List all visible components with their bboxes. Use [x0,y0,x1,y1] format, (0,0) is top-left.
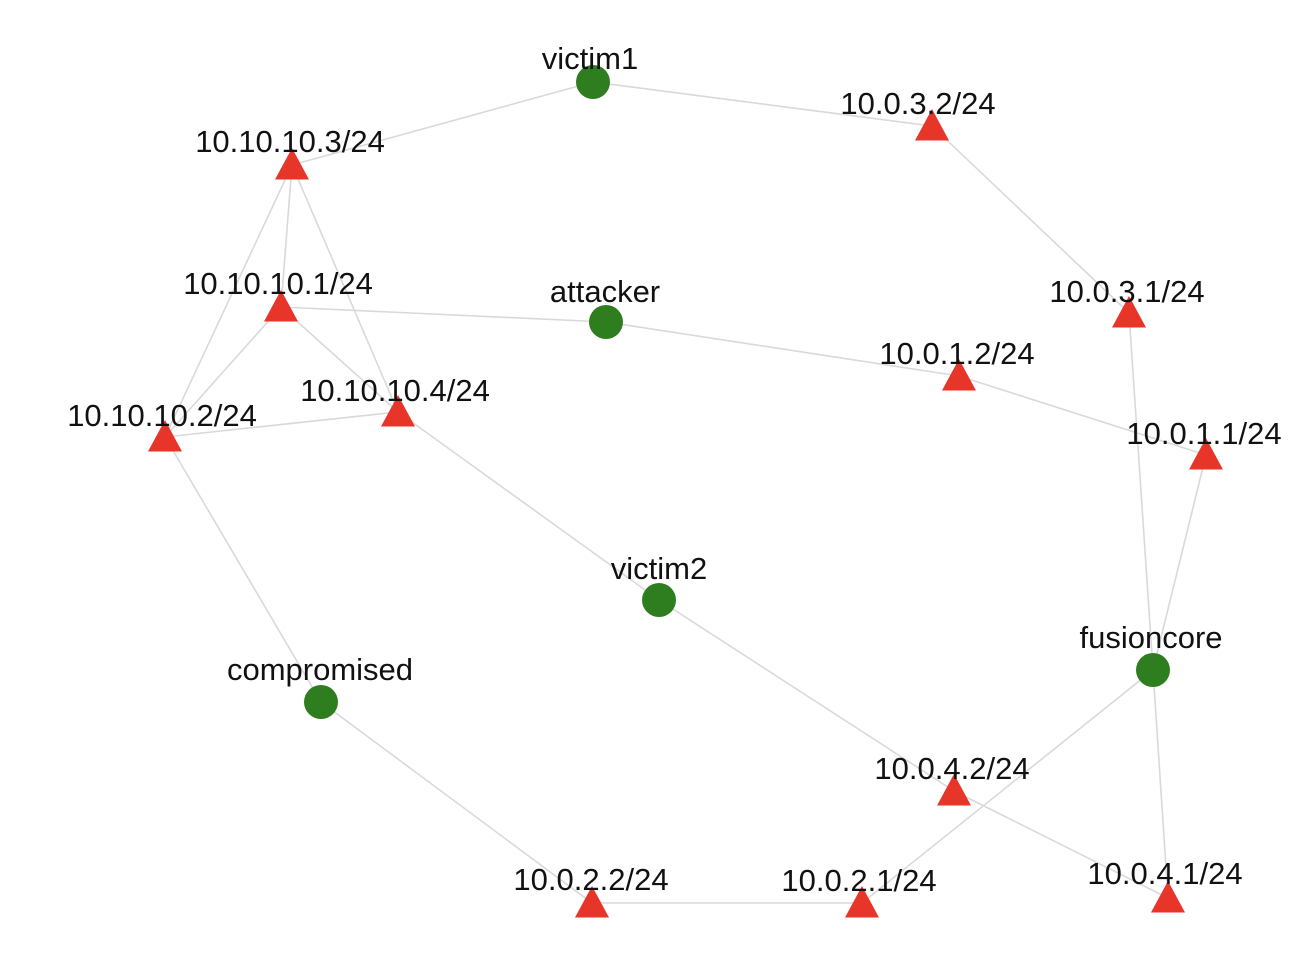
edge-n10_0_1_2-n10_0_1_1 [958,375,1207,456]
edge-compromised-n10_0_2_2 [320,701,593,904]
edge-n10_0_3_2-n10_0_3_1 [931,125,1130,314]
circle-node-icon[interactable] [642,583,676,617]
node-label: 10.0.4.1/24 [1087,856,1242,891]
node-label: 10.0.2.2/24 [513,862,668,897]
node-label: 10.10.10.4/24 [300,373,490,408]
edge-n10_0_3_1-fusioncore [1128,312,1154,671]
edge-n10_10_10_1-attacker [280,306,607,323]
triangle-node-icon[interactable] [275,148,309,180]
edge-n10_10_10_4-victim2 [397,411,660,601]
edge-victim2-n10_0_4_2 [658,599,955,792]
node-label: 10.10.10.2/24 [67,398,257,433]
circle-node-icon[interactable] [589,305,623,339]
node-label: 10.0.3.2/24 [840,86,995,121]
triangle-node-icon[interactable] [1151,881,1185,913]
edge-n10_10_10_1-n10_10_10_2 [164,306,282,438]
node-label: 10.10.10.3/24 [195,124,385,159]
circle-node-icon[interactable] [304,685,338,719]
circle-node-icon[interactable] [576,65,610,99]
node-label: 10.0.1.1/24 [1126,416,1281,451]
edge-n10_10_10_3-n10_10_10_2 [164,164,293,438]
triangle-node-icon[interactable] [1189,438,1223,470]
triangle-node-icon[interactable] [148,420,182,452]
node-label: 10.10.10.1/24 [183,266,373,301]
edge-n10_10_10_2-n10_10_10_4 [164,411,399,438]
edge-n10_0_4_1-fusioncore [1152,669,1169,899]
edge-victim1-n10_0_3_2 [592,81,933,127]
edge-n10_0_4_2-n10_0_4_1 [953,790,1169,899]
triangle-node-icon[interactable] [264,290,298,322]
node-label: attacker [550,274,660,309]
edge-n10_10_10_2-compromised [164,436,322,703]
edge-n10_0_1_1-fusioncore [1152,454,1207,671]
edge-n10_10_10_3-n10_10_10_4 [291,164,399,413]
node-label: 10.0.4.2/24 [874,751,1029,786]
node-label: fusioncore [1079,620,1222,655]
node-label: 10.0.2.1/24 [781,863,936,898]
triangle-node-icon[interactable] [1112,296,1146,328]
triangle-node-icon[interactable] [937,774,971,806]
node-label: 10.0.3.1/24 [1049,274,1204,309]
triangle-node-icon[interactable] [575,886,609,918]
triangle-node-icon[interactable] [915,109,949,141]
graph-labels: victim1 attacker victim2 compromised fusionc… [67,41,1281,898]
node-label: compromised [227,652,413,687]
circle-node-icon[interactable] [1136,653,1170,687]
graph-nodes [148,65,1223,918]
node-label: victim2 [611,551,707,586]
triangle-node-icon[interactable] [845,886,879,918]
edge-n10_10_10_1-n10_10_10_4 [280,306,399,413]
node-label: 10.0.1.2/24 [879,336,1034,371]
edge-victim1-n10_10_10_3 [291,81,594,166]
graph-edges [164,81,1207,904]
edge-n10_10_10_3-n10_10_10_1 [280,164,293,308]
edge-attacker-n10_0_1_2 [605,321,960,377]
edge-n10_0_2_1-fusioncore [861,669,1154,904]
node-label: victim1 [542,41,638,76]
triangle-node-icon[interactable] [381,395,415,427]
triangle-node-icon[interactable] [942,359,976,391]
